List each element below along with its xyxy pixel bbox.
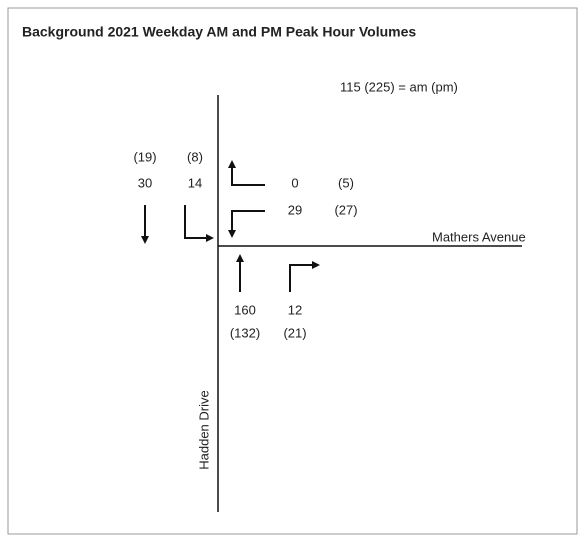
am-volume: 160 — [234, 302, 256, 317]
arrow — [289, 261, 320, 292]
am-volume: 29 — [288, 202, 302, 217]
pm-volume: (132) — [230, 325, 260, 340]
frame — [7, 7, 578, 535]
pm-volume: (5) — [338, 175, 354, 190]
pm-volume: (27) — [334, 202, 357, 217]
arrow — [228, 160, 265, 186]
am-volume: 0 — [291, 175, 298, 190]
pm-volume: (21) — [283, 325, 306, 340]
arrow — [184, 205, 214, 242]
am-volume: 12 — [288, 302, 302, 317]
am-volume: 14 — [188, 175, 202, 190]
title: Background 2021 Weekday AM and PM Peak H… — [22, 24, 416, 40]
arrow — [228, 210, 265, 238]
street-label: Mathers Avenue — [432, 229, 526, 244]
am-volume: 30 — [138, 175, 152, 190]
pm-volume: (19) — [133, 149, 156, 164]
street-label: Hadden Drive — [196, 390, 211, 470]
pm-volume: (8) — [187, 149, 203, 164]
legend: 115 (225) = am (pm) — [340, 79, 458, 94]
